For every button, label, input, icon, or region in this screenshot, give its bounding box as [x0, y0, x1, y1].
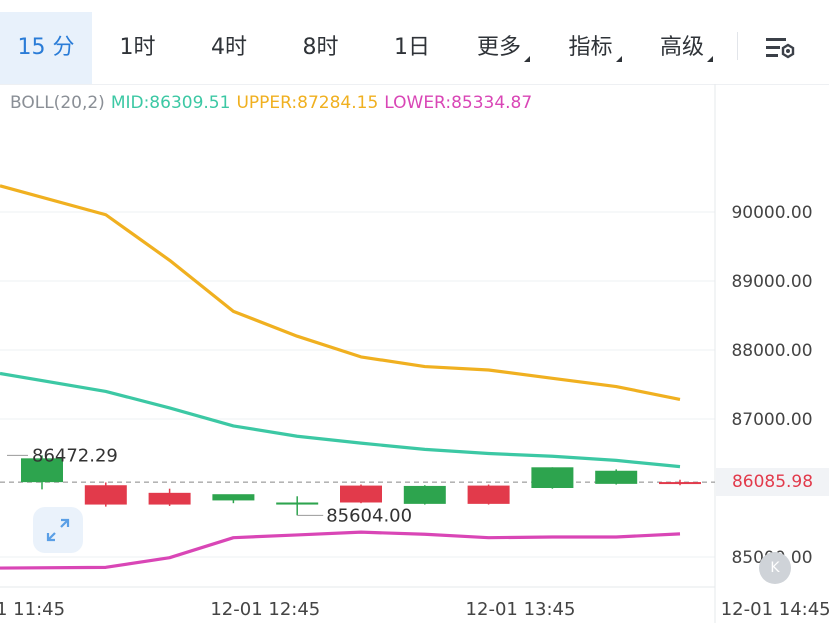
dropdown-caret-icon [615, 56, 622, 62]
candle-body [595, 470, 638, 484]
x-tick-label: 12-01 13:45 [466, 599, 576, 620]
candle-body [531, 467, 574, 488]
y-tick-label: 87000.00 [731, 410, 812, 430]
chart-settings-button[interactable] [762, 33, 798, 65]
candle-body [467, 485, 510, 504]
k-chart-button[interactable]: K [759, 552, 791, 584]
tab-5[interactable]: 1日 [366, 12, 458, 84]
tab-label: 1时 [119, 35, 156, 60]
boll-mid-line [0, 371, 681, 469]
candle-body [659, 482, 701, 485]
tab-1[interactable]: 15 分 [0, 12, 92, 84]
high-price-label: 86472.29 [32, 445, 118, 466]
expand-icon [46, 518, 70, 542]
tab-8[interactable]: 高级 [641, 12, 732, 84]
tab-label: 15 分 [17, 35, 75, 60]
candle-body [212, 494, 255, 501]
tab-separator [737, 32, 738, 60]
tab-label: 8时 [302, 35, 339, 60]
legend-upper: UPPER:87284.15 [236, 93, 379, 113]
tab-label: 4时 [211, 35, 247, 60]
tab-6[interactable]: 更多 [458, 12, 549, 84]
chart-settings-icon [766, 38, 795, 59]
tab-label: 指标 [568, 35, 613, 60]
boll-upper-line [0, 184, 681, 401]
indicator-legend: BOLL(20,2) MID:86309.51 UPPER:87284.15 LOWE… [10, 93, 538, 113]
price-chart[interactable]: 90000.0089000.0088000.0087000.0085000.00… [0, 84, 829, 623]
legend-lower: LOWER:85334.87 [384, 93, 533, 113]
x-tick-label: 12-01 11:45 [0, 599, 65, 620]
current-price-tag: 86085.98 [716, 468, 829, 496]
tab-2[interactable]: 1时 [92, 12, 183, 84]
legend-mid: MID:86309.51 [110, 93, 231, 113]
tab-label: 更多 [476, 35, 521, 60]
x-tick-label: 12-01 14:45 [721, 599, 829, 620]
tab-4[interactable]: 8时 [275, 12, 366, 84]
candle-body [148, 492, 191, 505]
boll-lower-line [0, 530, 681, 570]
candle-body [21, 458, 63, 483]
expand-chart-button[interactable] [33, 507, 83, 553]
dropdown-caret-icon [524, 56, 530, 62]
candle-body [403, 485, 446, 504]
low-price-label: 85604.00 [326, 505, 412, 526]
timeframe-tab-bar: 15 分 1时 4时 8时 1日 更多 指标 高级 [0, 0, 829, 85]
y-tick-label: 89000.00 [731, 272, 812, 292]
tab-label: 高级 [659, 35, 704, 60]
y-tick-label: 88000.00 [731, 341, 812, 361]
tab-7[interactable]: 指标 [549, 12, 641, 84]
candle-body [84, 485, 127, 505]
x-tick-label: 12-01 12:45 [210, 599, 320, 620]
dropdown-caret-icon [707, 56, 713, 62]
tab-label: 1日 [394, 35, 430, 60]
candle-body [276, 502, 319, 505]
y-tick-label: 90000.00 [731, 203, 812, 223]
candle-body [340, 485, 382, 503]
tab-3[interactable]: 4时 [183, 12, 275, 84]
legend-indicator-name: BOLL(20,2) [10, 93, 105, 113]
